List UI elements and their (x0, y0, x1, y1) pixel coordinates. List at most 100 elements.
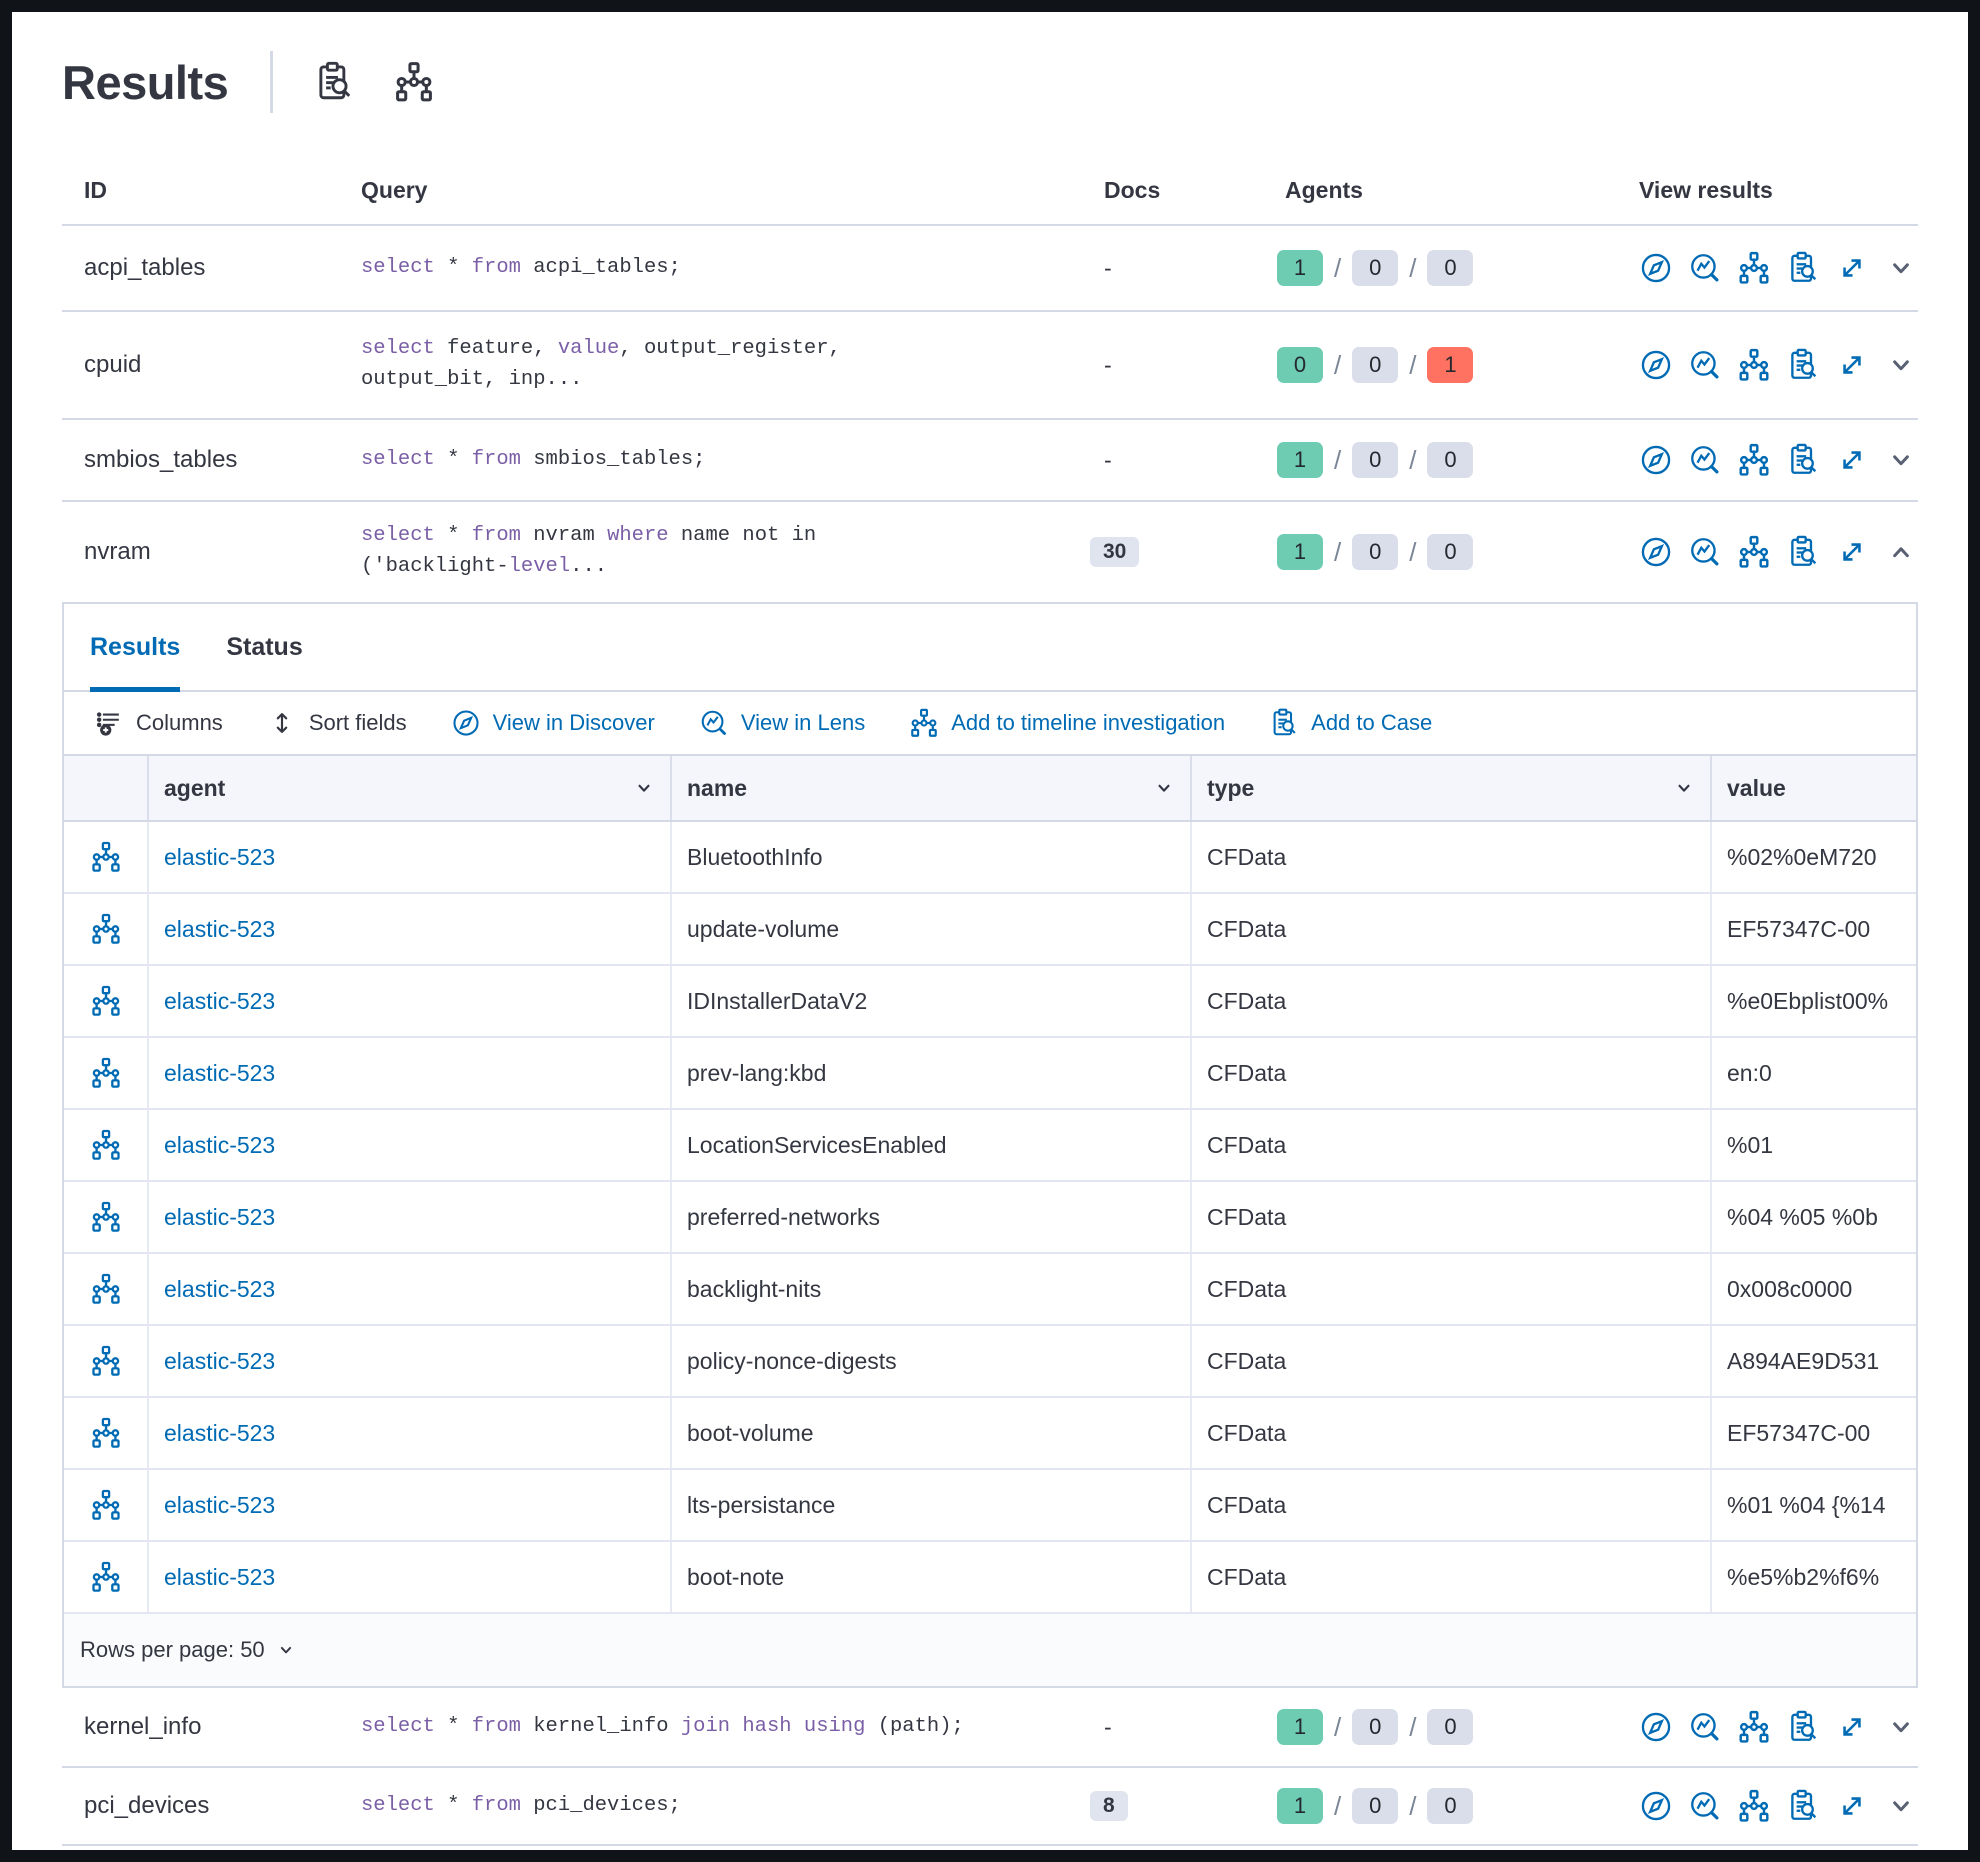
case-icon[interactable] (1786, 535, 1820, 569)
agent-link[interactable]: elastic-523 (164, 987, 276, 1014)
expand-icon[interactable] (1835, 1789, 1869, 1823)
query-id: cpuid (84, 351, 142, 378)
query-sql: select * from acpi_tables; (339, 253, 1072, 284)
chevron-down-icon[interactable] (1884, 443, 1918, 477)
docs-count: - (1104, 254, 1112, 281)
grid-cell-value: %01 (1710, 1110, 1916, 1180)
timeline-icon[interactable] (1737, 443, 1771, 477)
graph-icon[interactable] (90, 1129, 122, 1161)
grid-cell-agent: elastic-523 (147, 1182, 670, 1252)
grid-column-header-type[interactable]: type (1190, 756, 1710, 820)
chevron-down-icon[interactable] (1884, 251, 1918, 285)
discover-icon[interactable] (1639, 348, 1673, 382)
grid-cell-name: lts-persistance (670, 1470, 1190, 1540)
graph-icon[interactable] (90, 1273, 122, 1305)
graph-icon[interactable] (90, 1561, 122, 1593)
grid-row: elastic-523 update-volume CFData EF57347C-0… (64, 894, 1916, 966)
graph-icon[interactable] (90, 1489, 122, 1521)
lens-icon[interactable] (1688, 1710, 1722, 1744)
grid-column-header-value[interactable]: value (1710, 756, 1916, 820)
grid-row-actions-cell (64, 1398, 147, 1468)
expand-icon[interactable] (1835, 443, 1869, 477)
agent-link[interactable]: elastic-523 (164, 1203, 276, 1230)
sql-keyword: where (607, 524, 669, 548)
case-icon[interactable] (1786, 443, 1820, 477)
discover-icon[interactable] (1639, 443, 1673, 477)
agent-link[interactable]: elastic-523 (164, 1347, 276, 1374)
rows-per-page-control[interactable]: Rows per page: 50 (80, 1637, 297, 1663)
grid-cell-agent: elastic-523 (147, 822, 670, 892)
graph-icon[interactable] (90, 985, 122, 1017)
timeline-icon[interactable] (1737, 251, 1771, 285)
grid-row: elastic-523 policy-nonce-digests CFData A89… (64, 1326, 1916, 1398)
graph-icon[interactable] (90, 913, 122, 945)
lens-icon[interactable] (1688, 535, 1722, 569)
agent-link[interactable]: elastic-523 (164, 1563, 276, 1590)
lens-icon[interactable] (1688, 348, 1722, 382)
case-icon[interactable] (1786, 251, 1820, 285)
grid-cell-name: boot-note (670, 1542, 1190, 1612)
timeline-icon[interactable] (1737, 348, 1771, 382)
graph-icon[interactable] (393, 61, 435, 103)
toolbar-add-to-timeline-investigation[interactable]: Add to timeline investigation (909, 708, 1225, 738)
sql-keyword: from (471, 447, 521, 471)
agent-link[interactable]: elastic-523 (164, 1491, 276, 1518)
discover-icon[interactable] (1639, 535, 1673, 569)
expand-icon[interactable] (1835, 535, 1869, 569)
inspect-clipboard-icon[interactable] (313, 61, 355, 103)
toolbar-view-in-discover[interactable]: View in Discover (451, 708, 655, 738)
toolbar-columns[interactable]: Columns (94, 708, 223, 738)
lens-icon[interactable] (1688, 443, 1722, 477)
graph-icon[interactable] (90, 1201, 122, 1233)
tab-results[interactable]: Results (90, 604, 181, 692)
sql-keyword: join hash using (680, 1714, 866, 1738)
discover-icon[interactable] (1639, 1789, 1673, 1823)
agents-separator: / (1409, 252, 1417, 283)
chevron-up-icon[interactable] (1884, 535, 1918, 569)
grid-row: elastic-523 boot-volume CFData EF57347C-00 (64, 1398, 1916, 1470)
case-icon[interactable] (1786, 1789, 1820, 1823)
timeline-icon[interactable] (1737, 1789, 1771, 1823)
chevron-down-icon[interactable] (1884, 348, 1918, 382)
agent-link[interactable]: elastic-523 (164, 1059, 276, 1086)
agent-link[interactable]: elastic-523 (164, 1275, 276, 1302)
discover-icon[interactable] (1639, 1710, 1673, 1744)
view-results-actions (1615, 348, 1918, 382)
agents-status: 1 / 0 / 0 (1247, 1709, 1615, 1745)
chevron-down-icon[interactable] (1884, 1710, 1918, 1744)
case-icon[interactable] (1786, 348, 1820, 382)
grid-row-actions-cell (64, 1542, 147, 1612)
chevron-down-icon[interactable] (1884, 1789, 1918, 1823)
docs-count: - (1104, 1713, 1112, 1740)
timeline-icon[interactable] (1737, 1710, 1771, 1744)
grid-column-header-name[interactable]: name (670, 756, 1190, 820)
graph-icon[interactable] (90, 1417, 122, 1449)
query-rows-bottom: kernel_info select * from kernel_info joi… (62, 1688, 1918, 1846)
toolbar-view-in-lens[interactable]: View in Lens (699, 708, 865, 738)
timeline-icon[interactable] (1737, 535, 1771, 569)
chevron-down-icon (632, 776, 656, 800)
agent-link[interactable]: elastic-523 (164, 843, 276, 870)
agent-link[interactable]: elastic-523 (164, 1419, 276, 1446)
grid-cell-name: prev-lang:kbd (670, 1038, 1190, 1108)
toolbar-add-to-case[interactable]: Add to Case (1269, 708, 1432, 738)
grid-column-header-agent[interactable]: agent (147, 756, 670, 820)
toolbar-sort-fields[interactable]: Sort fields (267, 708, 407, 738)
expand-icon[interactable] (1835, 251, 1869, 285)
docs-count-badge: 8 (1090, 1791, 1128, 1821)
agent-link[interactable]: elastic-523 (164, 1131, 276, 1158)
agent-link[interactable]: elastic-523 (164, 915, 276, 942)
expand-icon[interactable] (1835, 348, 1869, 382)
expand-icon[interactable] (1835, 1710, 1869, 1744)
discover-icon[interactable] (1639, 251, 1673, 285)
lens-icon[interactable] (1688, 1789, 1722, 1823)
graph-icon[interactable] (90, 1345, 122, 1377)
tab-status[interactable]: Status (226, 632, 303, 661)
case-icon[interactable] (1786, 1710, 1820, 1744)
grid-row: elastic-523 preferred-networks CFData %04 %… (64, 1182, 1916, 1254)
graph-icon[interactable] (90, 1057, 122, 1089)
sql-text: ... (570, 555, 608, 578)
title-divider (270, 51, 274, 113)
graph-icon[interactable] (90, 841, 122, 873)
lens-icon[interactable] (1688, 251, 1722, 285)
